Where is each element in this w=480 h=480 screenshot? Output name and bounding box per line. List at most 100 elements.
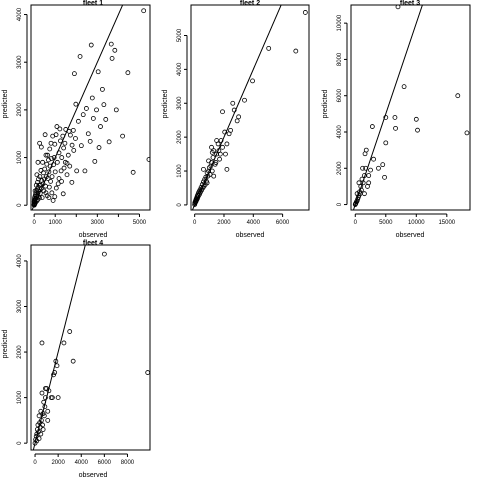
- x-tick-label: 3000: [91, 220, 105, 226]
- data-point: [58, 168, 64, 174]
- y-tick-label: 0: [17, 203, 23, 207]
- y-axis-label: predicted: [162, 89, 169, 118]
- data-point: [54, 363, 60, 369]
- data-point: [38, 431, 44, 437]
- data-point: [92, 158, 98, 164]
- data-point: [43, 152, 49, 158]
- data-point: [77, 54, 83, 59]
- data-point: [49, 174, 55, 180]
- points-layer: [31, 5, 150, 210]
- data-point: [73, 101, 79, 107]
- data-point: [376, 165, 381, 171]
- data-point: [236, 114, 242, 120]
- data-point: [209, 149, 215, 155]
- x-tick-label: 8000: [121, 460, 135, 466]
- data-point: [43, 190, 49, 196]
- data-point: [393, 125, 398, 131]
- data-point: [209, 144, 214, 150]
- x-axis-label: observed: [79, 472, 108, 479]
- data-point: [103, 117, 109, 122]
- data-point: [85, 131, 91, 137]
- data-point: [69, 179, 75, 185]
- data-point: [39, 390, 45, 396]
- data-point: [43, 395, 48, 401]
- data-point: [96, 145, 102, 150]
- data-point: [95, 69, 101, 75]
- data-point: [67, 163, 73, 169]
- panel-title: fleet 3: [400, 0, 420, 7]
- data-point: [50, 198, 56, 203]
- data-point: [217, 151, 223, 157]
- data-point: [146, 157, 150, 162]
- data-point: [46, 169, 52, 175]
- data-point: [89, 95, 95, 101]
- data-point: [211, 173, 217, 179]
- data-point: [49, 190, 55, 196]
- data-point: [217, 156, 222, 162]
- data-point: [45, 152, 51, 158]
- data-point: [83, 106, 89, 111]
- data-point: [88, 42, 94, 48]
- y-tick-label: 3000: [177, 96, 183, 110]
- panel-fleet-2: fleet 2 observed predicted 0 2000 4000 6000…: [162, 0, 310, 239]
- data-point: [112, 47, 118, 53]
- data-point: [224, 166, 230, 172]
- data-point: [145, 370, 150, 375]
- data-point: [61, 340, 67, 346]
- data-point: [192, 202, 198, 207]
- x-tick-label: 0: [33, 460, 37, 466]
- y-axis-label: predicted: [2, 329, 9, 358]
- y-tick-label: 3000: [17, 299, 23, 313]
- data-point: [52, 194, 58, 200]
- y-tick-label: 4000: [17, 254, 23, 268]
- x-axis-label: observed: [396, 232, 425, 239]
- data-point: [46, 157, 51, 163]
- data-point: [383, 115, 389, 120]
- data-point: [94, 107, 99, 113]
- data-point: [56, 176, 62, 181]
- data-point: [40, 159, 45, 165]
- data-point: [101, 102, 107, 108]
- data-point: [59, 178, 64, 184]
- y-tick-label: 4000: [177, 62, 183, 76]
- x-tick-label: 1000: [49, 220, 63, 226]
- data-point: [53, 185, 59, 191]
- data-point: [61, 145, 67, 151]
- data-point: [36, 413, 42, 419]
- y-tick-label: 6000: [337, 88, 343, 102]
- reference-line: [352, 5, 423, 210]
- data-point: [90, 116, 96, 121]
- x-tick-label: 6000: [276, 220, 290, 226]
- y-tick-label: 4000: [17, 7, 23, 21]
- data-point: [34, 427, 40, 432]
- data-point: [37, 140, 43, 146]
- data-point: [125, 70, 131, 76]
- data-point: [38, 168, 44, 173]
- data-point: [356, 180, 362, 186]
- data-point: [50, 133, 56, 139]
- plot-frame: [350, 4, 471, 211]
- data-point: [220, 109, 225, 115]
- data-point: [382, 174, 387, 180]
- data-point: [64, 172, 70, 178]
- data-point: [35, 159, 41, 165]
- data-point: [362, 151, 368, 157]
- data-point: [52, 141, 58, 147]
- y-tick-label: 1000: [17, 150, 23, 164]
- data-point: [43, 183, 48, 189]
- x-tick-label: 0: [193, 220, 197, 226]
- data-point: [366, 173, 372, 178]
- y-tick-label: 4000: [337, 125, 343, 139]
- y-tick-label: 1000: [17, 390, 23, 404]
- data-point: [52, 169, 58, 175]
- x-tick-label: 4000: [75, 460, 89, 466]
- panel-fleet-1: fleet 1 observed predicted 0 1000 3000 5000…: [2, 0, 151, 239]
- data-point: [98, 124, 103, 129]
- plot-frame: [30, 4, 151, 211]
- reference-line: [32, 245, 86, 450]
- data-point: [113, 107, 119, 113]
- data-point: [70, 358, 76, 364]
- data-point: [38, 408, 44, 414]
- y-tick-label: 3000: [17, 55, 23, 69]
- points-layer: [191, 5, 308, 210]
